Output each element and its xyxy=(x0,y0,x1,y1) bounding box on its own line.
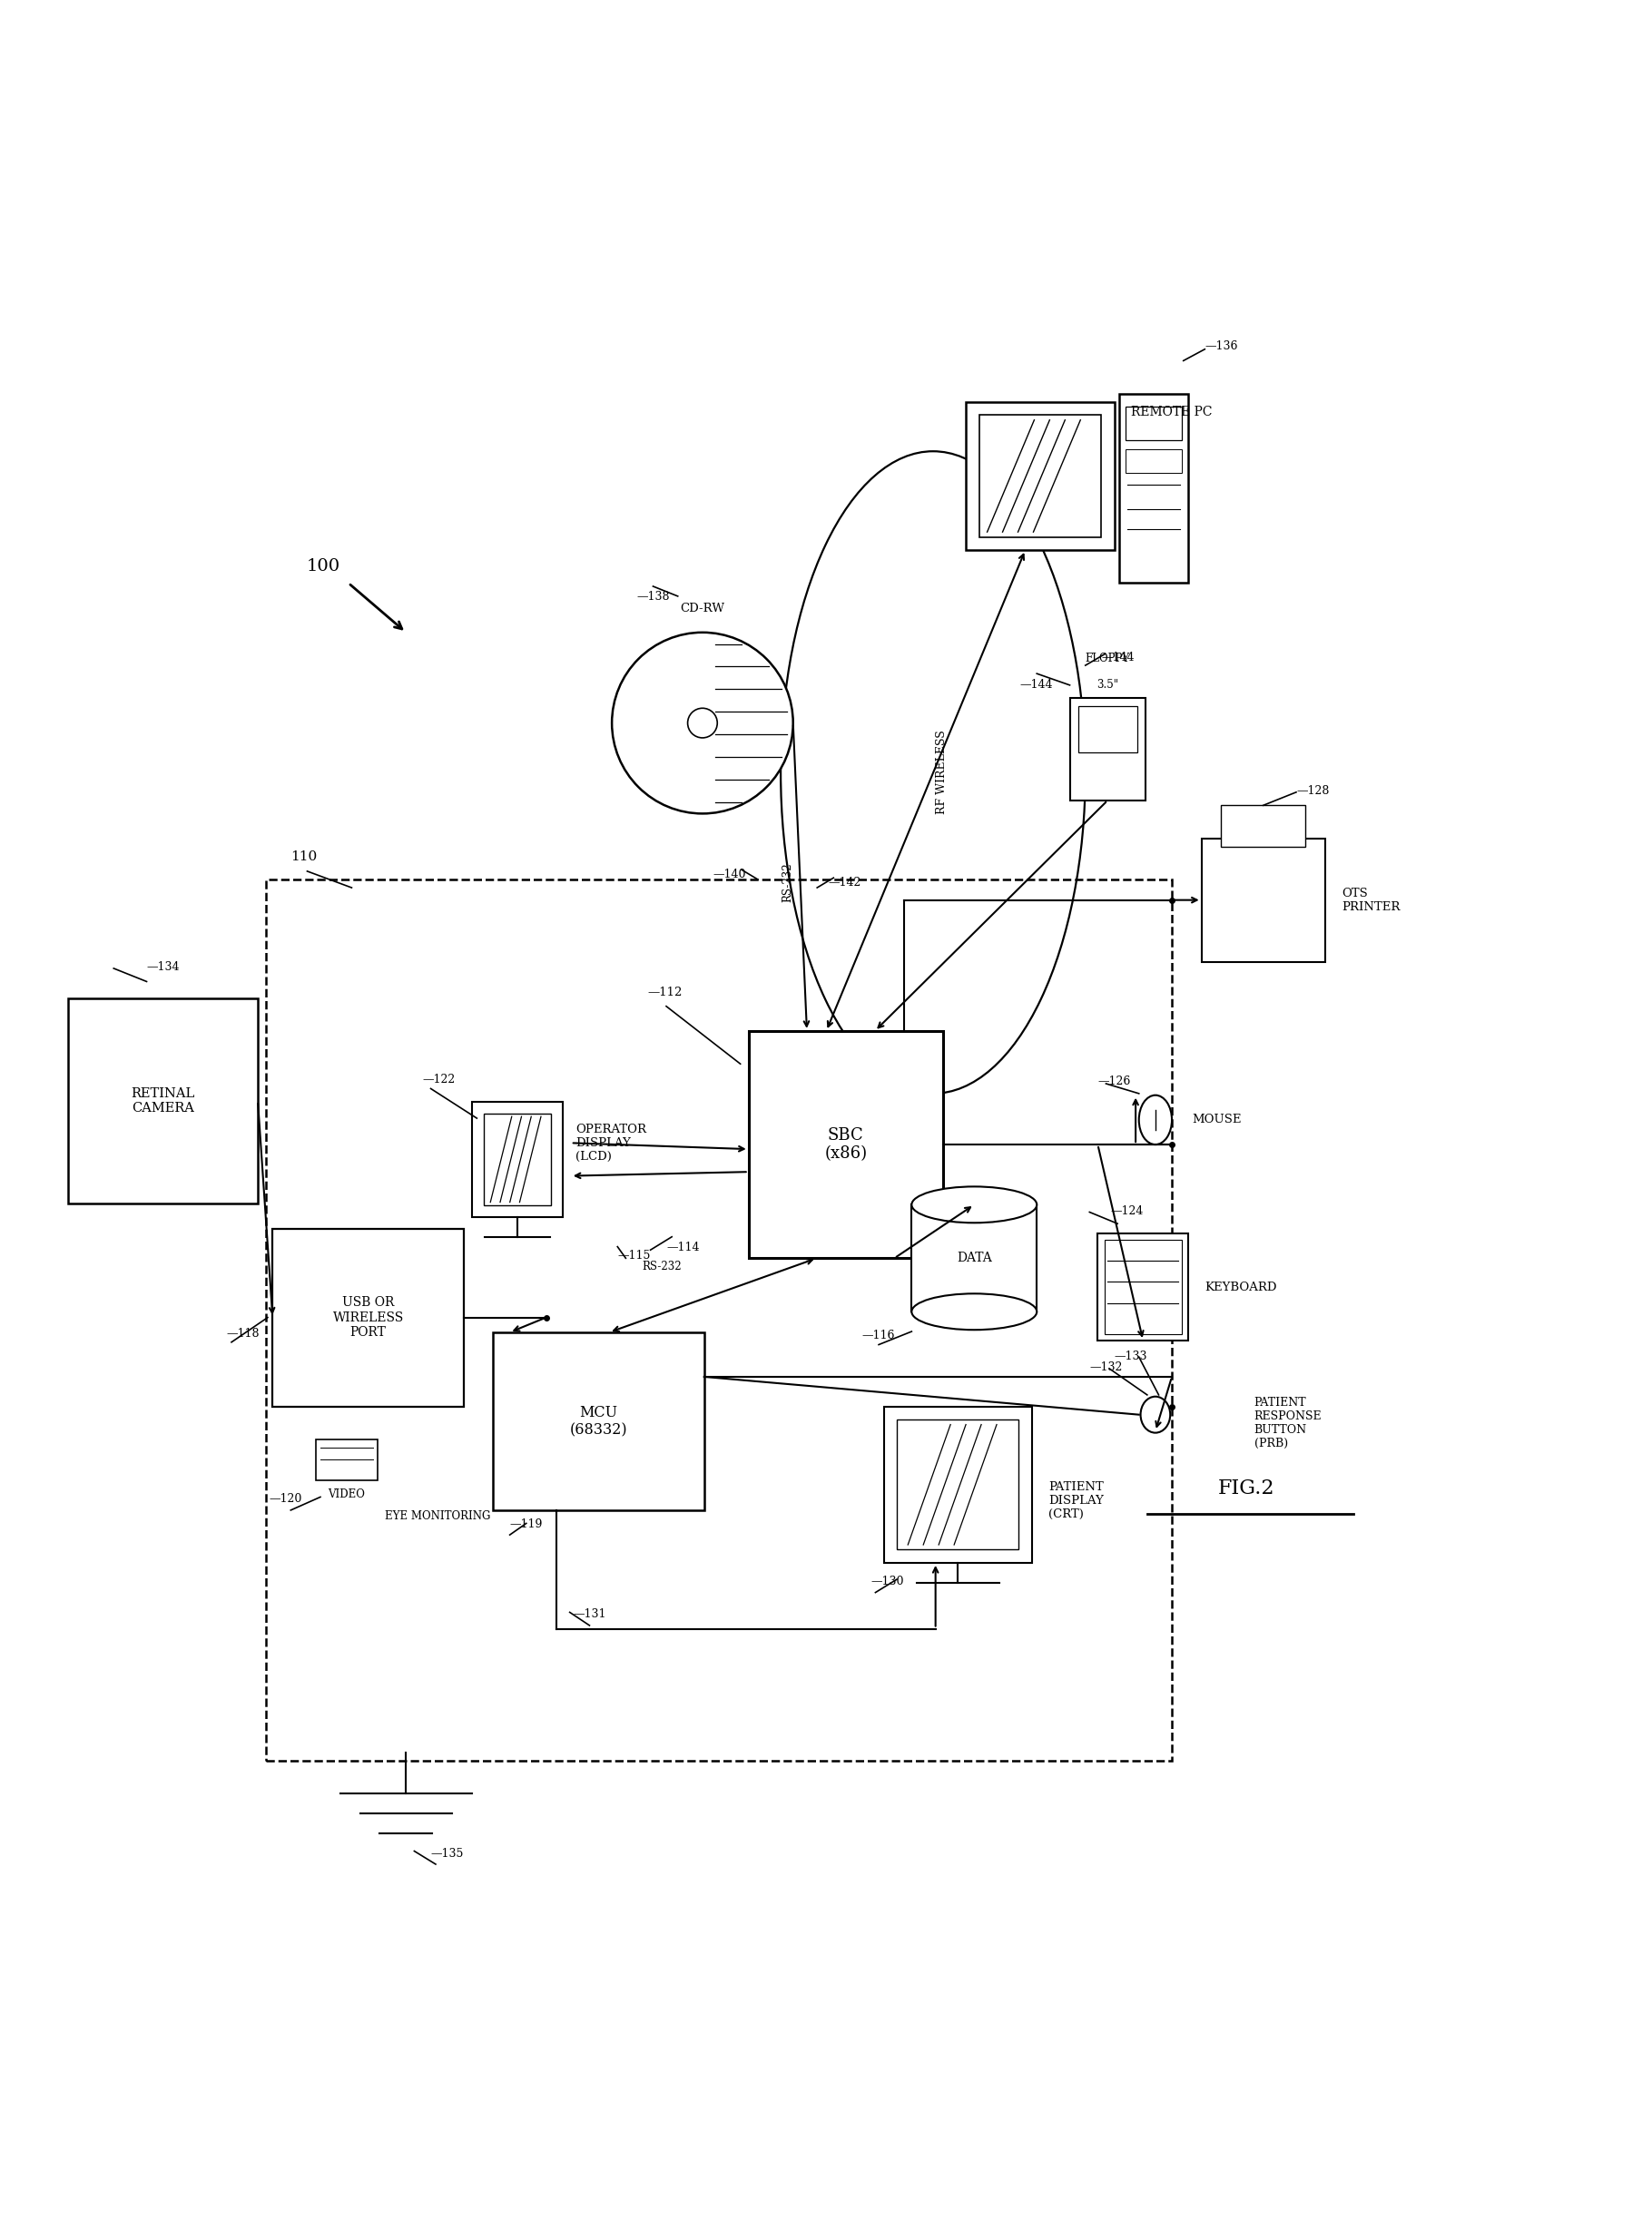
FancyBboxPatch shape xyxy=(912,1205,1037,1312)
FancyBboxPatch shape xyxy=(494,1332,704,1510)
Text: —116: —116 xyxy=(862,1330,895,1341)
Text: FLOPPY: FLOPPY xyxy=(1085,653,1130,664)
Text: PATIENT
DISPLAY
(CRT): PATIENT DISPLAY (CRT) xyxy=(1049,1481,1104,1521)
FancyBboxPatch shape xyxy=(1201,839,1325,961)
FancyBboxPatch shape xyxy=(748,1030,943,1259)
Text: —132: —132 xyxy=(1089,1361,1122,1374)
Text: RETINAL
CAMERA: RETINAL CAMERA xyxy=(131,1088,195,1114)
Text: —138: —138 xyxy=(636,591,669,604)
Text: —131: —131 xyxy=(573,1610,606,1621)
FancyBboxPatch shape xyxy=(1125,451,1181,473)
Text: —135: —135 xyxy=(431,1847,464,1860)
Text: OTS
PRINTER: OTS PRINTER xyxy=(1341,888,1399,912)
FancyBboxPatch shape xyxy=(884,1407,1032,1563)
Text: —136: —136 xyxy=(1204,340,1237,353)
Text: —115: —115 xyxy=(618,1250,651,1261)
Text: —130: —130 xyxy=(871,1576,904,1587)
Text: MOUSE: MOUSE xyxy=(1191,1114,1241,1126)
Text: OPERATOR
DISPLAY
(LCD): OPERATOR DISPLAY (LCD) xyxy=(575,1123,646,1163)
Text: —144: —144 xyxy=(1102,650,1135,664)
Text: —124: —124 xyxy=(1110,1205,1143,1217)
Text: SBC
(x86): SBC (x86) xyxy=(824,1128,867,1163)
FancyBboxPatch shape xyxy=(1070,699,1145,801)
Text: KEYBOARD: KEYBOARD xyxy=(1204,1281,1277,1292)
Text: RS-232: RS-232 xyxy=(643,1261,682,1272)
Text: —126: —126 xyxy=(1097,1074,1130,1088)
Text: USB OR
WIRELESS
PORT: USB OR WIRELESS PORT xyxy=(332,1296,403,1339)
Text: VIDEO: VIDEO xyxy=(329,1487,365,1501)
FancyBboxPatch shape xyxy=(966,402,1113,551)
Text: RS-232: RS-232 xyxy=(781,864,793,904)
Text: —144: —144 xyxy=(1021,679,1054,690)
Text: —134: —134 xyxy=(147,961,180,972)
Ellipse shape xyxy=(1138,1094,1171,1146)
Text: 3.5": 3.5" xyxy=(1097,679,1118,690)
Text: —114: —114 xyxy=(667,1241,700,1254)
FancyBboxPatch shape xyxy=(273,1228,464,1407)
FancyBboxPatch shape xyxy=(1097,1234,1188,1341)
Text: FIG.2: FIG.2 xyxy=(1218,1479,1274,1499)
Text: —142: —142 xyxy=(829,877,862,888)
FancyBboxPatch shape xyxy=(897,1419,1019,1550)
Text: —120: —120 xyxy=(269,1494,302,1505)
Text: EYE MONITORING: EYE MONITORING xyxy=(385,1510,491,1521)
FancyBboxPatch shape xyxy=(980,415,1100,537)
Circle shape xyxy=(687,708,717,737)
FancyBboxPatch shape xyxy=(316,1439,378,1481)
FancyBboxPatch shape xyxy=(472,1101,562,1217)
Text: —112: —112 xyxy=(648,986,682,999)
Text: —118: —118 xyxy=(226,1328,259,1341)
Text: RF WIRELESS: RF WIRELESS xyxy=(935,730,947,815)
Text: 110: 110 xyxy=(291,850,317,864)
FancyBboxPatch shape xyxy=(1079,706,1137,753)
FancyBboxPatch shape xyxy=(484,1112,552,1205)
Circle shape xyxy=(611,633,793,813)
Text: DATA: DATA xyxy=(957,1252,991,1265)
Ellipse shape xyxy=(912,1185,1037,1223)
Ellipse shape xyxy=(912,1294,1037,1330)
Text: MCU
(68332): MCU (68332) xyxy=(570,1405,628,1439)
FancyBboxPatch shape xyxy=(1125,406,1181,440)
FancyBboxPatch shape xyxy=(1118,393,1188,584)
Text: 100: 100 xyxy=(307,559,340,575)
Text: REMOTE PC: REMOTE PC xyxy=(1132,406,1213,417)
Text: PATIENT
RESPONSE
BUTTON
(PRB): PATIENT RESPONSE BUTTON (PRB) xyxy=(1254,1396,1322,1450)
Text: —128: —128 xyxy=(1297,786,1330,797)
FancyBboxPatch shape xyxy=(68,999,258,1203)
Text: —133: —133 xyxy=(1113,1350,1146,1361)
FancyBboxPatch shape xyxy=(1104,1241,1181,1334)
Text: —122: —122 xyxy=(423,1074,456,1086)
Text: CD-RW: CD-RW xyxy=(681,604,725,615)
Text: —140: —140 xyxy=(714,868,747,881)
FancyBboxPatch shape xyxy=(1221,806,1305,846)
Ellipse shape xyxy=(1140,1396,1170,1432)
Text: —119: —119 xyxy=(510,1518,544,1530)
